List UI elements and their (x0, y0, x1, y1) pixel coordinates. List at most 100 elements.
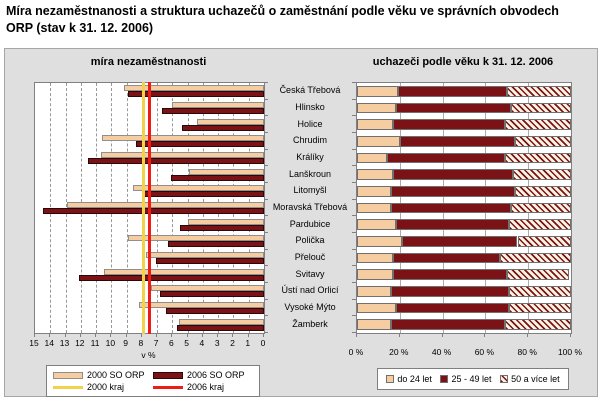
legend-swatch (440, 375, 449, 383)
category-label: Svitavy (295, 268, 325, 279)
category-label: Pardubice (289, 218, 331, 229)
age-segment-25---49-let (395, 302, 509, 314)
rate-bar-2000-so-orp (103, 268, 264, 275)
axis-tick (356, 333, 357, 337)
category-label: Přelouč (294, 251, 326, 262)
age-segment-25---49-let (391, 186, 516, 197)
legend-swatch (53, 385, 83, 389)
axis-tick (232, 333, 234, 337)
category-tick (352, 198, 356, 200)
age-segment-25---49-let (393, 269, 507, 280)
age-segment-25---49-let (391, 202, 512, 214)
age-segment-50-a-více-let (500, 252, 571, 264)
legend-item: 25 - 49 let (440, 374, 492, 384)
axis-tick (186, 333, 188, 337)
rate-bar-2000-so-orp (123, 85, 264, 92)
axis-tick (79, 333, 81, 337)
rate-bar-2006-so-orp (181, 124, 264, 131)
rate-bar-2006-so-orp (79, 274, 264, 281)
axis-tick (247, 333, 249, 337)
axis-tick (95, 333, 97, 337)
category-tick (352, 232, 356, 233)
legend-item: 2000 kraj (53, 382, 153, 392)
category-label: Vysoké Mýto (284, 301, 336, 312)
age-segment-do-24-let (357, 136, 400, 147)
axis-tick (110, 333, 112, 337)
category-tick (352, 215, 356, 217)
rate-bar-2000-so-orp (132, 185, 264, 192)
age-segment-25---49-let (393, 252, 501, 264)
age-segment-25---49-let (393, 119, 505, 130)
axis-tick (263, 333, 264, 337)
age-segment-do-24-let (357, 119, 394, 130)
age-segment-50-a-více-let (511, 102, 571, 114)
category-tick (352, 282, 356, 283)
age-segment-do-24-let (357, 186, 392, 197)
left-chart-title: míra nezaměstnanosti (90, 56, 207, 68)
axis-tick (125, 333, 127, 337)
category-tick (264, 332, 268, 333)
axis-tick-label: 3 (214, 338, 220, 348)
age-segment-25---49-let (386, 152, 505, 164)
axis-tick-label: 15 (29, 338, 39, 348)
age-segment-do-24-let (357, 269, 394, 280)
axis-tick-label: 0 % (348, 347, 364, 357)
axis-tick (140, 333, 142, 337)
category-tick (352, 248, 356, 250)
age-segment-25---49-let (393, 169, 514, 180)
axis-tick-label: 9 (123, 338, 128, 348)
age-segment-do-24-let (357, 86, 398, 97)
legend-item: do 24 let (386, 374, 432, 384)
category-label: Lanškroun (288, 168, 332, 179)
legend-swatch (386, 375, 395, 383)
legend-label: 50 a více let (511, 374, 560, 384)
axis-tick (441, 333, 443, 337)
axis-tick-label: 7 (153, 338, 159, 348)
axis-tick-label: 12 (75, 338, 85, 348)
age-segment-50-a-více-let (508, 302, 571, 314)
category-tick (264, 165, 268, 167)
axis-tick-label: 5 (184, 338, 190, 348)
unemployment-rate-plot-area (34, 82, 265, 334)
chart-panel: míra nezaměstnanosti uchazeči podle věku… (4, 48, 598, 397)
age-segment-25---49-let (399, 136, 516, 147)
legend-item: 2006 kraj (153, 382, 253, 392)
category-label: Moravská Třebová (272, 201, 348, 212)
right-chart-legend: do 24 let 25 - 49 let 50 a více let (377, 368, 569, 390)
age-segment-do-24-let (357, 286, 392, 297)
rate-bar-2000-so-orp (172, 101, 264, 108)
rate-bar-2000-so-orp (128, 235, 264, 242)
legend-label: 2006 kraj (187, 382, 225, 392)
axis-tick (527, 333, 529, 337)
rate-bar-2006-so-orp (170, 174, 264, 181)
axis-tick (217, 333, 219, 337)
age-segment-50-a-více-let (506, 86, 571, 97)
age-segment-50-a-více-let (517, 236, 571, 247)
rate-bar-2000-so-orp (100, 151, 264, 158)
axis-tick-label: 40 % (431, 347, 452, 357)
category-label: Králíky (296, 151, 324, 162)
rate-bar-2006-so-orp (166, 307, 264, 314)
axis-tick-label: 1 (245, 338, 251, 348)
age-segment-50-a-více-let (506, 269, 569, 280)
category-label: Hlinsko (295, 101, 325, 112)
category-tick (352, 265, 356, 267)
category-tick (352, 182, 356, 183)
category-tick (264, 265, 268, 267)
legend-swatch (153, 385, 183, 389)
legend-swatch (153, 371, 183, 379)
axis-tick-label: 20 % (389, 347, 409, 357)
axis-tick (201, 333, 203, 337)
category-label: Ústí nad Orlicí (281, 285, 339, 296)
category-tick (352, 165, 356, 167)
rate-bar-2006-so-orp (141, 191, 264, 198)
age-structure-plot-area (356, 82, 572, 334)
age-segment-do-24-let (357, 236, 402, 247)
rate-bar-2000-so-orp (196, 118, 264, 125)
age-segment-25---49-let (401, 236, 518, 247)
rate-bar-2006-so-orp (160, 291, 264, 298)
age-segment-do-24-let (357, 219, 396, 230)
category-tick (264, 98, 268, 100)
legend-label: 2006 SO ORP (187, 370, 245, 380)
